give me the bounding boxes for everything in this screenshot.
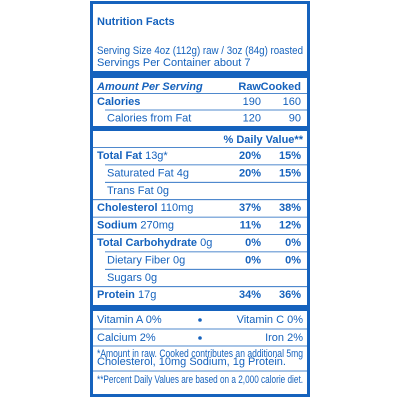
nutrient-name: Total Carbohydrate 0g: [97, 237, 212, 249]
cooked-value: 15%: [279, 150, 301, 162]
nutrient-name: Calories: [97, 96, 140, 108]
nutrient-name: Total Fat 13g*: [97, 150, 168, 162]
label-border: [90, 1, 310, 397]
serving-size: Serving Size 4oz (112g) raw / 3oz (84g) …: [97, 45, 303, 57]
divider-bar: [93, 71, 307, 78]
nutrient-label: Saturated Fat: [107, 167, 174, 179]
divider-bar: [93, 305, 307, 311]
cooked-value: 12%: [279, 220, 301, 232]
vitamin-left: Calcium 2%: [97, 332, 156, 344]
vitamin-right: Iron 2%: [265, 332, 303, 344]
cooked-value: 160: [283, 96, 301, 108]
nutrient-amount: 0g: [170, 254, 185, 266]
nutrient-name: Protein 17g: [97, 289, 156, 301]
raw-value: 34%: [239, 289, 261, 301]
raw-value: 11%: [240, 220, 262, 232]
footnote: **Percent Daily Values are based on a 2,…: [97, 374, 303, 386]
cooked-value: 0%: [285, 237, 301, 249]
nutrient-name: Trans Fat 0g: [107, 185, 169, 197]
nutrient-amount: 4g: [174, 167, 189, 179]
servings-per-container: Servings Per Container about 7: [97, 57, 250, 69]
nutrient-amount: 17g: [135, 289, 156, 301]
divider-bar: [93, 126, 307, 131]
nutrient-name: Sugars 0g: [107, 272, 157, 284]
raw-value: 120: [243, 112, 261, 124]
column-heading: Raw: [238, 81, 261, 93]
raw-value: 190: [243, 96, 261, 108]
nutrient-amount: 0g: [154, 185, 169, 197]
cooked-value: 90: [289, 112, 301, 124]
nutrient-label: Sodium: [97, 220, 138, 232]
nutrient-name: Sodium 270mg: [97, 220, 174, 232]
nutrient-amount: 110mg: [158, 202, 194, 214]
bullet: [198, 336, 202, 340]
nutrient-amount: 270mg: [137, 220, 174, 232]
vitamin-left: Vitamin A 0%: [97, 314, 162, 326]
cooked-value: 15%: [279, 167, 301, 179]
raw-value: 20%: [239, 150, 261, 162]
nutrient-label: Total Carbohydrate: [97, 237, 197, 249]
nutrient-name: Saturated Fat 4g: [107, 167, 189, 179]
cooked-value: 38%: [279, 202, 301, 214]
raw-value: 0%: [245, 254, 261, 266]
cooked-value: 36%: [279, 289, 301, 301]
nutrient-label: Total Fat: [97, 150, 142, 162]
footnote: Cholesterol, 10mg Sodium, 1g Protein.: [97, 356, 286, 368]
bullet: [198, 318, 202, 322]
nutrient-amount: 0g: [142, 272, 157, 284]
vitamin-right: Vitamin C 0%: [237, 314, 304, 326]
nutrient-name: Dietary Fiber 0g: [107, 254, 185, 266]
title: Nutrition Facts: [97, 16, 175, 28]
raw-value: 20%: [239, 167, 261, 179]
nutrient-label: Protein: [97, 289, 135, 301]
nutrient-label: Trans Fat: [107, 185, 154, 197]
daily-value-heading: % Daily Value**: [224, 134, 304, 146]
cooked-value: 0%: [285, 254, 301, 266]
nutrient-amount: 13g*: [142, 150, 168, 162]
nutrient-label: Cholesterol: [97, 202, 158, 214]
nutrient-label: Dietary Fiber: [107, 254, 170, 266]
raw-value: 0%: [245, 237, 261, 249]
nutrient-amount: 0g: [197, 237, 212, 249]
column-heading: Amount Per Serving: [96, 81, 203, 93]
nutrient-name: Cholesterol 110mg: [97, 202, 193, 214]
nutrient-name: Calories from Fat: [107, 112, 191, 124]
column-heading: Cooked: [261, 81, 301, 93]
raw-value: 37%: [239, 202, 261, 214]
footnote: *Amount in raw. Cooked contributes an ad…: [97, 348, 303, 360]
nutrient-label: Sugars: [107, 272, 142, 284]
